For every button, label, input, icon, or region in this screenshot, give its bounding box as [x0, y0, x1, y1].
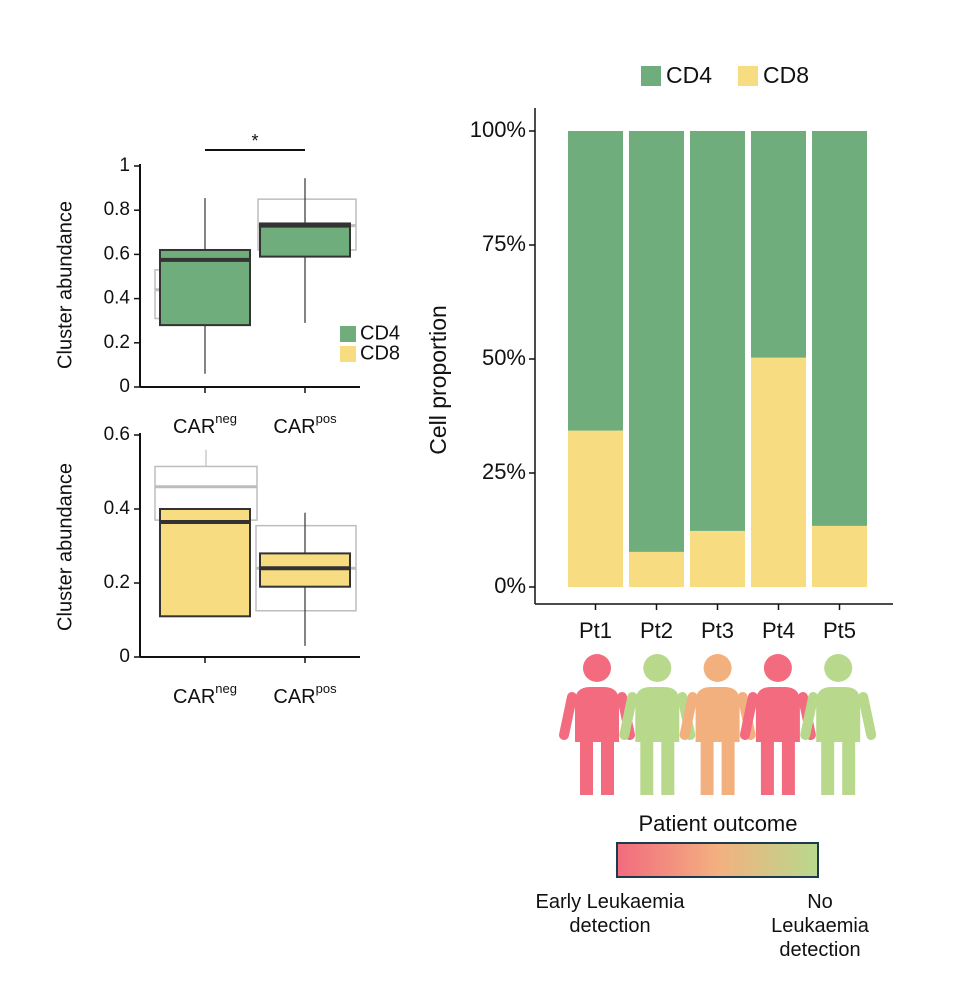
patient-leg	[700, 738, 714, 795]
legend-label: CD4	[360, 322, 400, 344]
patient-head	[703, 654, 732, 682]
x-tick-label: Pt1	[579, 618, 612, 643]
x-tick-label: CARneg	[173, 411, 237, 438]
x-tick-label: Pt3	[701, 618, 734, 643]
bar	[568, 131, 623, 431]
category-text: CAR	[273, 416, 315, 438]
outcome-title: Patient outcome	[639, 811, 798, 836]
outcome-high-label: No Leukaemia detection	[771, 891, 869, 961]
patient-arm	[559, 692, 577, 740]
patient-body	[695, 687, 740, 742]
bar	[690, 530, 745, 587]
box	[259, 222, 351, 258]
legend-swatch	[340, 326, 356, 342]
bar	[568, 430, 623, 587]
bar	[629, 551, 684, 587]
patient-head	[643, 654, 672, 682]
bar	[751, 131, 806, 358]
patient-arm	[858, 692, 877, 740]
y-tick-label: 0.4	[104, 498, 131, 519]
category-text: CAR	[273, 686, 315, 708]
box	[159, 248, 251, 327]
x-tick-label: Pt4	[762, 618, 795, 643]
y-tick-label: 1	[119, 155, 130, 176]
category-text: CAR	[173, 686, 215, 708]
y-tick-label: 0	[119, 376, 130, 397]
patient-leg	[640, 738, 654, 795]
significance-label: *	[251, 131, 258, 151]
y-tick-label: 50%	[482, 345, 526, 370]
patient-arm	[619, 692, 638, 740]
x-tick-label: CARpos	[273, 681, 337, 708]
y-tick-label: 100%	[470, 117, 526, 142]
legend-label: CD4	[666, 62, 712, 88]
y-axis-label: Cell proportion	[425, 305, 451, 455]
patient-leg	[721, 738, 735, 795]
patient-leg	[601, 738, 614, 795]
y-tick-label: 0.2	[104, 332, 130, 353]
patient-arm	[800, 692, 819, 740]
patient-body	[755, 687, 800, 742]
category-sup: neg	[215, 411, 237, 426]
category-text: CAR	[173, 416, 215, 438]
bar	[812, 131, 867, 526]
y-tick-label: 0%	[494, 573, 526, 598]
patient-arm	[679, 692, 698, 740]
category-sup: neg	[215, 681, 237, 696]
y-tick-label: 0.4	[104, 288, 131, 309]
category-sup: pos	[316, 411, 337, 426]
y-tick-label: 75%	[482, 231, 526, 256]
x-tick-label: CARpos	[273, 411, 337, 438]
patient-head	[763, 654, 792, 682]
category-sup: pos	[316, 681, 337, 696]
patient-body	[816, 687, 861, 742]
patient-head	[824, 654, 853, 682]
x-tick-label: Pt2	[640, 618, 673, 643]
outcome-low-label: Early Leukaemia detection	[535, 891, 685, 937]
patient-leg	[661, 738, 675, 795]
y-tick-label: 0.6	[104, 424, 130, 445]
legend-label: CD8	[763, 62, 809, 88]
y-tick-label: 0	[119, 646, 130, 667]
legend-swatch	[738, 66, 758, 86]
x-tick-label: CARneg	[173, 681, 237, 708]
patient-arm	[739, 692, 758, 740]
bar	[629, 131, 684, 552]
patient-leg	[760, 738, 774, 795]
patient-leg	[842, 738, 856, 795]
patient-leg	[781, 738, 795, 795]
y-axis-label: Cluster abundance	[54, 463, 76, 631]
x-tick-label: Pt5	[823, 618, 856, 643]
patient-body	[575, 687, 619, 742]
patient-leg	[580, 738, 593, 795]
box	[159, 508, 251, 618]
y-axis-label: Cluster abundance	[54, 201, 76, 369]
bar	[751, 357, 806, 587]
legend-swatch	[340, 346, 356, 362]
legend-label: CD8	[360, 342, 400, 364]
outcome-gradient	[616, 842, 819, 878]
patient-leg	[821, 738, 835, 795]
y-tick-label: 0.8	[104, 199, 130, 220]
y-tick-label: 25%	[482, 459, 526, 484]
patient-body	[635, 687, 680, 742]
y-tick-label: 0.6	[104, 243, 130, 264]
y-tick-label: 0.2	[104, 572, 130, 593]
patient-head	[583, 654, 611, 682]
legend-swatch	[641, 66, 661, 86]
bar	[812, 525, 867, 587]
bar	[690, 131, 745, 531]
